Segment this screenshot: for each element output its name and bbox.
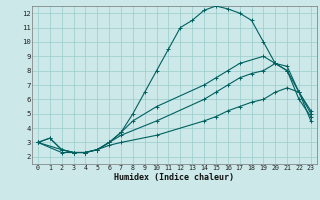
X-axis label: Humidex (Indice chaleur): Humidex (Indice chaleur) xyxy=(115,173,234,182)
